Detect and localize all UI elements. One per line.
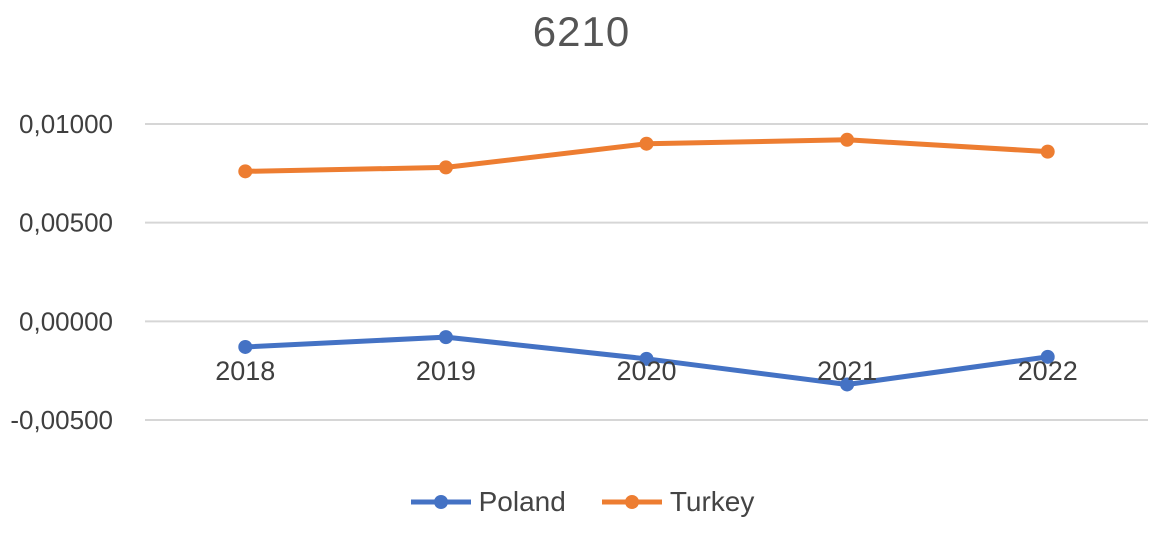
data-point-poland-2020 — [639, 351, 654, 366]
y-axis-tick-label: 0,00000 — [19, 306, 113, 336]
data-point-turkey-2020 — [639, 136, 654, 151]
x-axis-tick-label: 2020 — [616, 356, 676, 386]
data-point-poland-2018 — [238, 339, 253, 354]
data-point-poland-2021 — [840, 377, 855, 392]
data-point-turkey-2021 — [840, 132, 855, 147]
x-axis-tick-label: 2018 — [215, 356, 275, 386]
x-axis-tick-label: 2019 — [416, 356, 476, 386]
x-axis-tick-label: 2022 — [1018, 356, 1078, 386]
chart-legend: Poland Turkey — [0, 486, 1163, 518]
legend-item-poland: Poland — [409, 486, 566, 518]
legend-marker-turkey — [601, 495, 662, 509]
legend-label-poland: Poland — [478, 486, 566, 517]
y-axis-tick-label: 0,00500 — [19, 208, 113, 238]
data-point-turkey-2022 — [1040, 144, 1055, 159]
data-point-turkey-2018 — [238, 164, 253, 179]
legend-label-turkey: Turkey — [669, 486, 755, 517]
data-point-turkey-2019 — [438, 160, 453, 175]
legend-marker-poland — [410, 495, 471, 509]
x-axis-tick-label: 2021 — [817, 356, 877, 386]
data-point-poland-2019 — [438, 330, 453, 345]
y-axis-tick-label: 0,01000 — [19, 109, 113, 139]
legend-item-turkey: Turkey — [600, 486, 755, 518]
chart-title: 6210 — [532, 8, 631, 55]
y-axis-tick-label: -0,00500 — [10, 405, 113, 435]
data-point-poland-2022 — [1040, 349, 1055, 364]
